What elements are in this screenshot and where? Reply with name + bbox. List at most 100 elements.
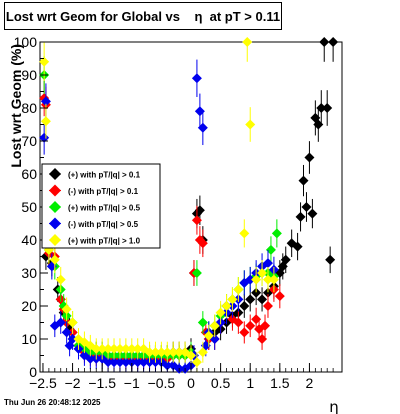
x-tick-label: −1.5 [88,375,116,391]
data-point [132,357,143,368]
data-points [39,37,339,374]
data-point [197,347,208,358]
data-point [55,274,66,285]
series-4 [39,37,279,372]
x-tick-label: 0.5 [211,375,231,391]
data-point [103,357,114,368]
data-point [245,320,256,331]
data-point [49,254,60,265]
y-tick-label: 100 [14,34,38,50]
data-point [150,347,161,358]
data-point [319,37,330,47]
data-point [144,347,155,358]
data-point [168,347,179,358]
data-point [203,330,214,341]
timestamp: Thu Jun 26 20:48:12 2025 [4,398,101,407]
data-point [251,287,262,298]
y-tick-label: 20 [21,298,37,314]
title-box: Lost wrt Geom for Global vs η at pT > 0.… [4,2,282,30]
y-tick-label: 70 [21,133,37,149]
data-point [120,343,131,354]
data-point [260,320,271,331]
data-point [257,334,268,344]
y-tick-label: 80 [21,100,37,116]
data-point [239,228,250,239]
data-point [40,116,51,127]
y-tick-label: 50 [21,199,37,215]
x-tick-label: 1.5 [270,375,290,391]
data-point [209,320,220,331]
data-point [194,106,205,117]
data-point [257,268,268,278]
data-point [67,334,78,344]
data-point [85,353,96,364]
data-point [292,241,303,252]
data-point [114,357,125,368]
data-point [251,274,262,285]
data-point [197,238,208,249]
data-point [156,347,167,358]
y-tick-label: 40 [21,232,37,248]
y-tick-label: 30 [21,265,37,281]
data-point [91,343,102,354]
legend-label: (+) with pT/|q| > 1.0 [68,237,141,246]
data-point [251,314,262,325]
data-point [126,343,137,354]
data-point [295,211,306,222]
data-point [242,37,253,47]
data-point [191,215,202,226]
y-tick-label: 60 [21,166,37,182]
data-point [191,268,202,278]
data-point [39,56,50,67]
data-point [245,274,256,285]
data-point [191,357,202,368]
x-tick-label: −2.5 [29,375,57,391]
data-point [109,357,120,368]
data-point [126,357,137,368]
data-point [268,274,279,285]
data-point [138,357,149,368]
data-point [120,357,131,368]
chart-title: Lost wrt Geom for Global vs η at pT > 0.… [5,9,281,24]
legend: (+) with pT/|q| > 0.1 (-) with pT/|q| > 0… [41,163,161,249]
x-tick-label: −1 [124,375,140,391]
y-tick-label: 10 [21,331,37,347]
data-point [67,317,78,328]
data-point [233,317,244,328]
data-point [265,244,276,255]
data-point [109,343,120,354]
data-point [61,327,72,338]
data-point [298,175,309,186]
data-point [114,343,125,354]
data-point [262,258,273,269]
y-tick-label: 90 [21,67,37,83]
data-point [328,37,339,47]
data-point [215,307,226,318]
data-point [322,103,333,113]
x-tick-label: 0 [187,375,195,391]
y-tick-label: 0 [29,364,37,380]
x-axis-label: η [329,398,339,414]
data-point [40,96,51,107]
x-tick-label: −2 [65,375,81,391]
data-point [316,103,327,113]
x-tick-label: −0.5 [148,375,176,391]
data-point [271,228,282,239]
data-point [39,132,50,143]
data-point [239,327,250,338]
legend-label: (+) with pT/|q| > 0.5 [68,204,141,213]
data-point [245,294,256,305]
data-point [301,202,312,212]
x-tick-label: 2 [306,375,314,391]
data-point [191,73,202,84]
data-point [174,347,185,358]
legend-box [41,163,161,249]
data-point [304,152,315,163]
data-point [221,301,232,311]
y-axis-label: Lost wrt Geom (%) [8,44,24,168]
data-point [162,347,173,358]
data-point [325,254,336,265]
data-point [233,284,244,295]
